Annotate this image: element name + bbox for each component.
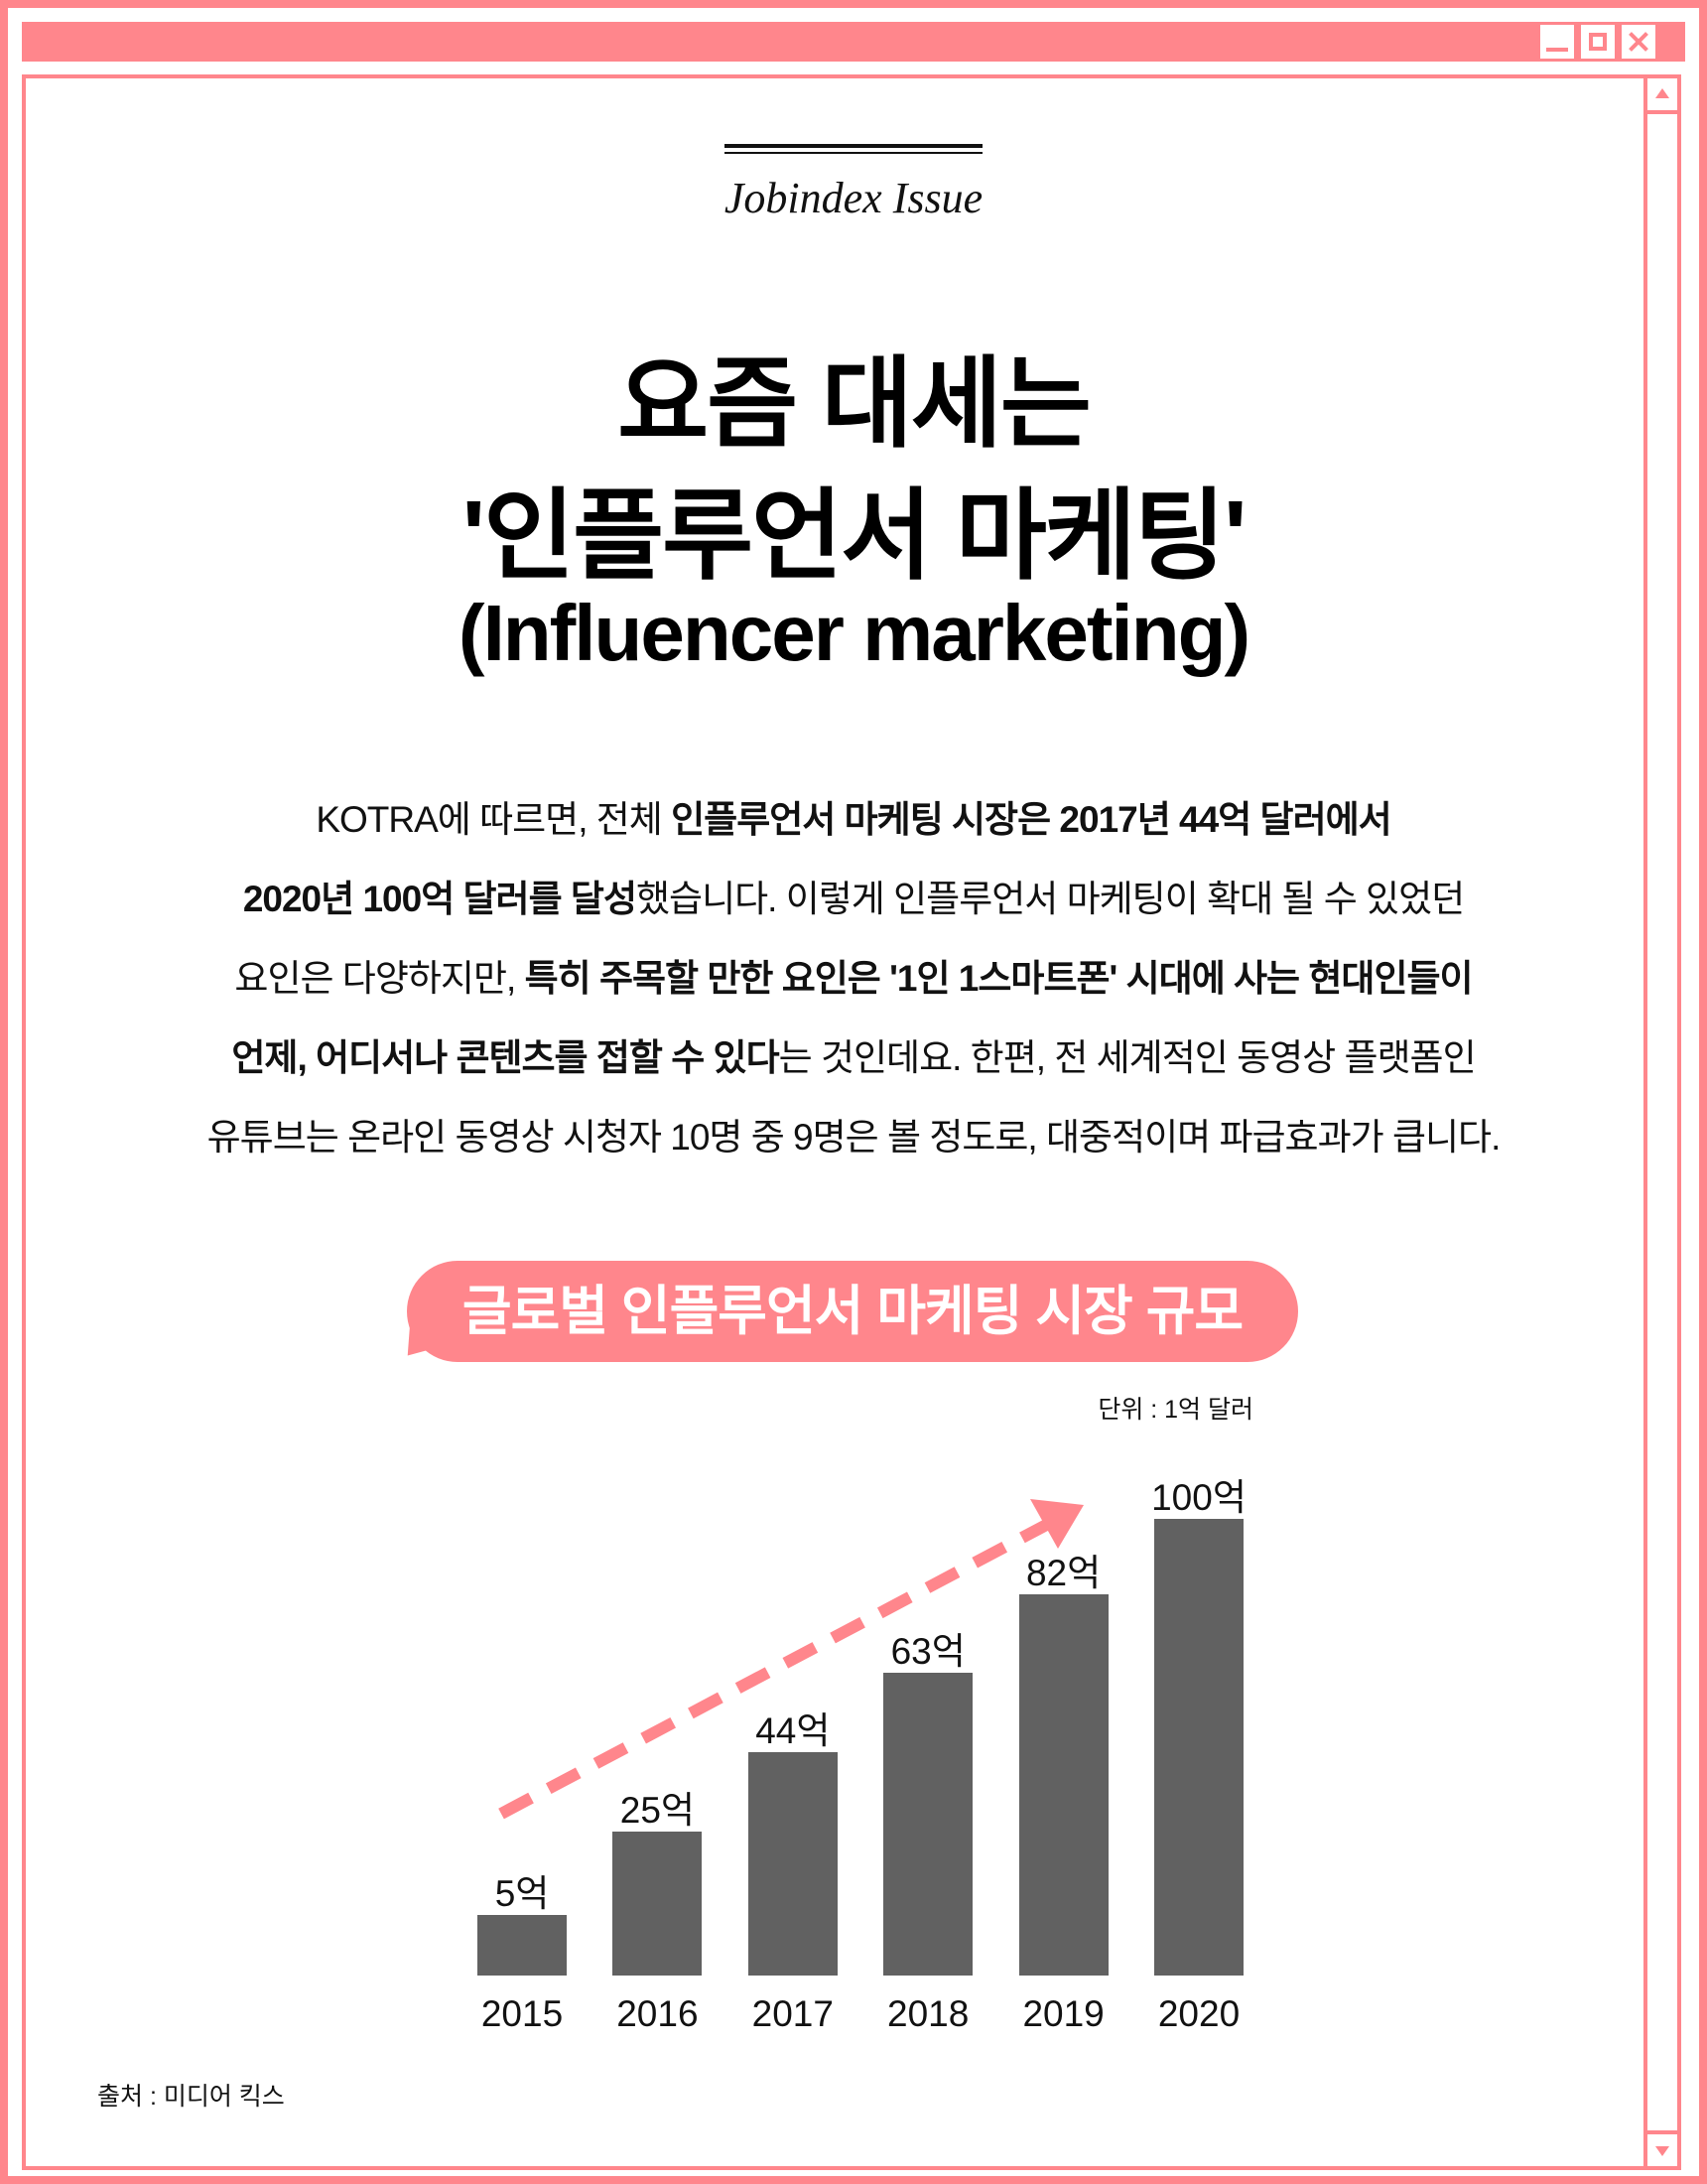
value-label: 44억: [755, 1710, 831, 1752]
decorative-rule: [724, 152, 983, 154]
scroll-track[interactable]: [1647, 110, 1677, 2134]
text: 요인은 다양하지만,: [234, 958, 525, 999]
bar-2018: [883, 1673, 974, 1976]
paragraph-line: KOTRA에 따르면, 전체 인플루언서 마케팅 시장은 2017년 44억 달…: [60, 780, 1647, 860]
chart-title: 글로벌 인플루언서 마케팅 시장 규모: [407, 1261, 1298, 1362]
x-tick-label: 2016: [616, 1993, 699, 2034]
x-tick-label: 2017: [751, 1993, 834, 2034]
kicker: Jobindex Issue: [723, 174, 984, 222]
value-label: 5억: [494, 1873, 550, 1914]
bold-text: 인플루언서 마케팅 시장은 2017년 44억 달러에서: [671, 799, 1392, 840]
scroll-up-icon[interactable]: [1649, 80, 1675, 106]
title-bar: [22, 22, 1685, 62]
bar-2015: [477, 1915, 567, 1976]
page-title-line3: (Influencer marketing): [458, 589, 1250, 677]
page-title-line1: 요즘 대세는: [617, 348, 1092, 460]
value-label: 25억: [619, 1790, 695, 1831]
paragraph-line: 언제, 어디서나 콘텐츠를 접할 수 있다는 것인데요. 한편, 전 세계적인 …: [60, 1019, 1647, 1098]
intro-paragraph: KOTRA에 따르면, 전체 인플루언서 마케팅 시장은 2017년 44억 달…: [60, 780, 1647, 1177]
x-tick-label: 2015: [480, 1993, 564, 2034]
value-label: 100억: [1151, 1477, 1247, 1518]
bold-text: 2020년 100억 달러를 달성: [242, 879, 637, 919]
page-title-line2: '인플루언서 마케팅': [461, 480, 1247, 592]
bar-2016: [612, 1832, 703, 1976]
text: 했습니다. 이렇게 인플루언서 마케팅이 확대 될 수 있었던: [636, 879, 1465, 919]
x-tick-label: 2019: [1022, 1993, 1105, 2034]
x-tick-label: 2018: [887, 1993, 970, 2034]
bar-2019: [1018, 1593, 1109, 1976]
text: 는 것인데요. 한편, 전 세계적인 동영상 플랫폼인: [778, 1037, 1477, 1078]
bold-text: 특히 주목할 만한 요인은 '1인 1스마트폰' 시대에 사는 현대인들이: [524, 958, 1474, 999]
scrollbar[interactable]: [1643, 78, 1677, 2166]
paragraph-line: 유튜브는 온라인 동영상 시청자 10명 중 9명은 볼 정도로, 대중적이며 …: [60, 1098, 1647, 1177]
x-tick-label: 2020: [1157, 1993, 1241, 2034]
text: 유튜브는 온라인 동영상 시청자 10명 중 9명은 볼 정도로, 대중적이며 …: [206, 1117, 1502, 1158]
bar-2020: [1154, 1519, 1244, 1976]
scroll-down-icon[interactable]: [1649, 2138, 1675, 2164]
bold-text: 언제, 어디서나 콘텐츠를 접할 수 있다: [231, 1037, 779, 1078]
decorative-rule: [724, 144, 983, 148]
content-area: [22, 74, 1681, 2170]
maximize-button[interactable]: [1581, 25, 1615, 59]
paragraph-line: 2020년 100억 달러를 달성했습니다. 이렇게 인플루언서 마케팅이 확대…: [60, 860, 1647, 939]
chart-unit: 단위 : 1억 달러: [1098, 1396, 1253, 1424]
trend-arrow-head: [1030, 1499, 1084, 1549]
paragraph-line: 요인은 다양하지만, 특히 주목할 만한 요인은 '1인 1스마트폰' 시대에 …: [60, 939, 1647, 1019]
value-label: 63억: [890, 1631, 966, 1673]
value-label: 82억: [1025, 1552, 1102, 1593]
source-note: 출처 : 미디어 킥스: [97, 2083, 285, 2111]
close-button[interactable]: [1622, 25, 1655, 59]
bar-2017: [747, 1752, 838, 1976]
text: KOTRA에 따르면, 전체: [316, 799, 672, 840]
minimize-button[interactable]: [1540, 25, 1574, 59]
